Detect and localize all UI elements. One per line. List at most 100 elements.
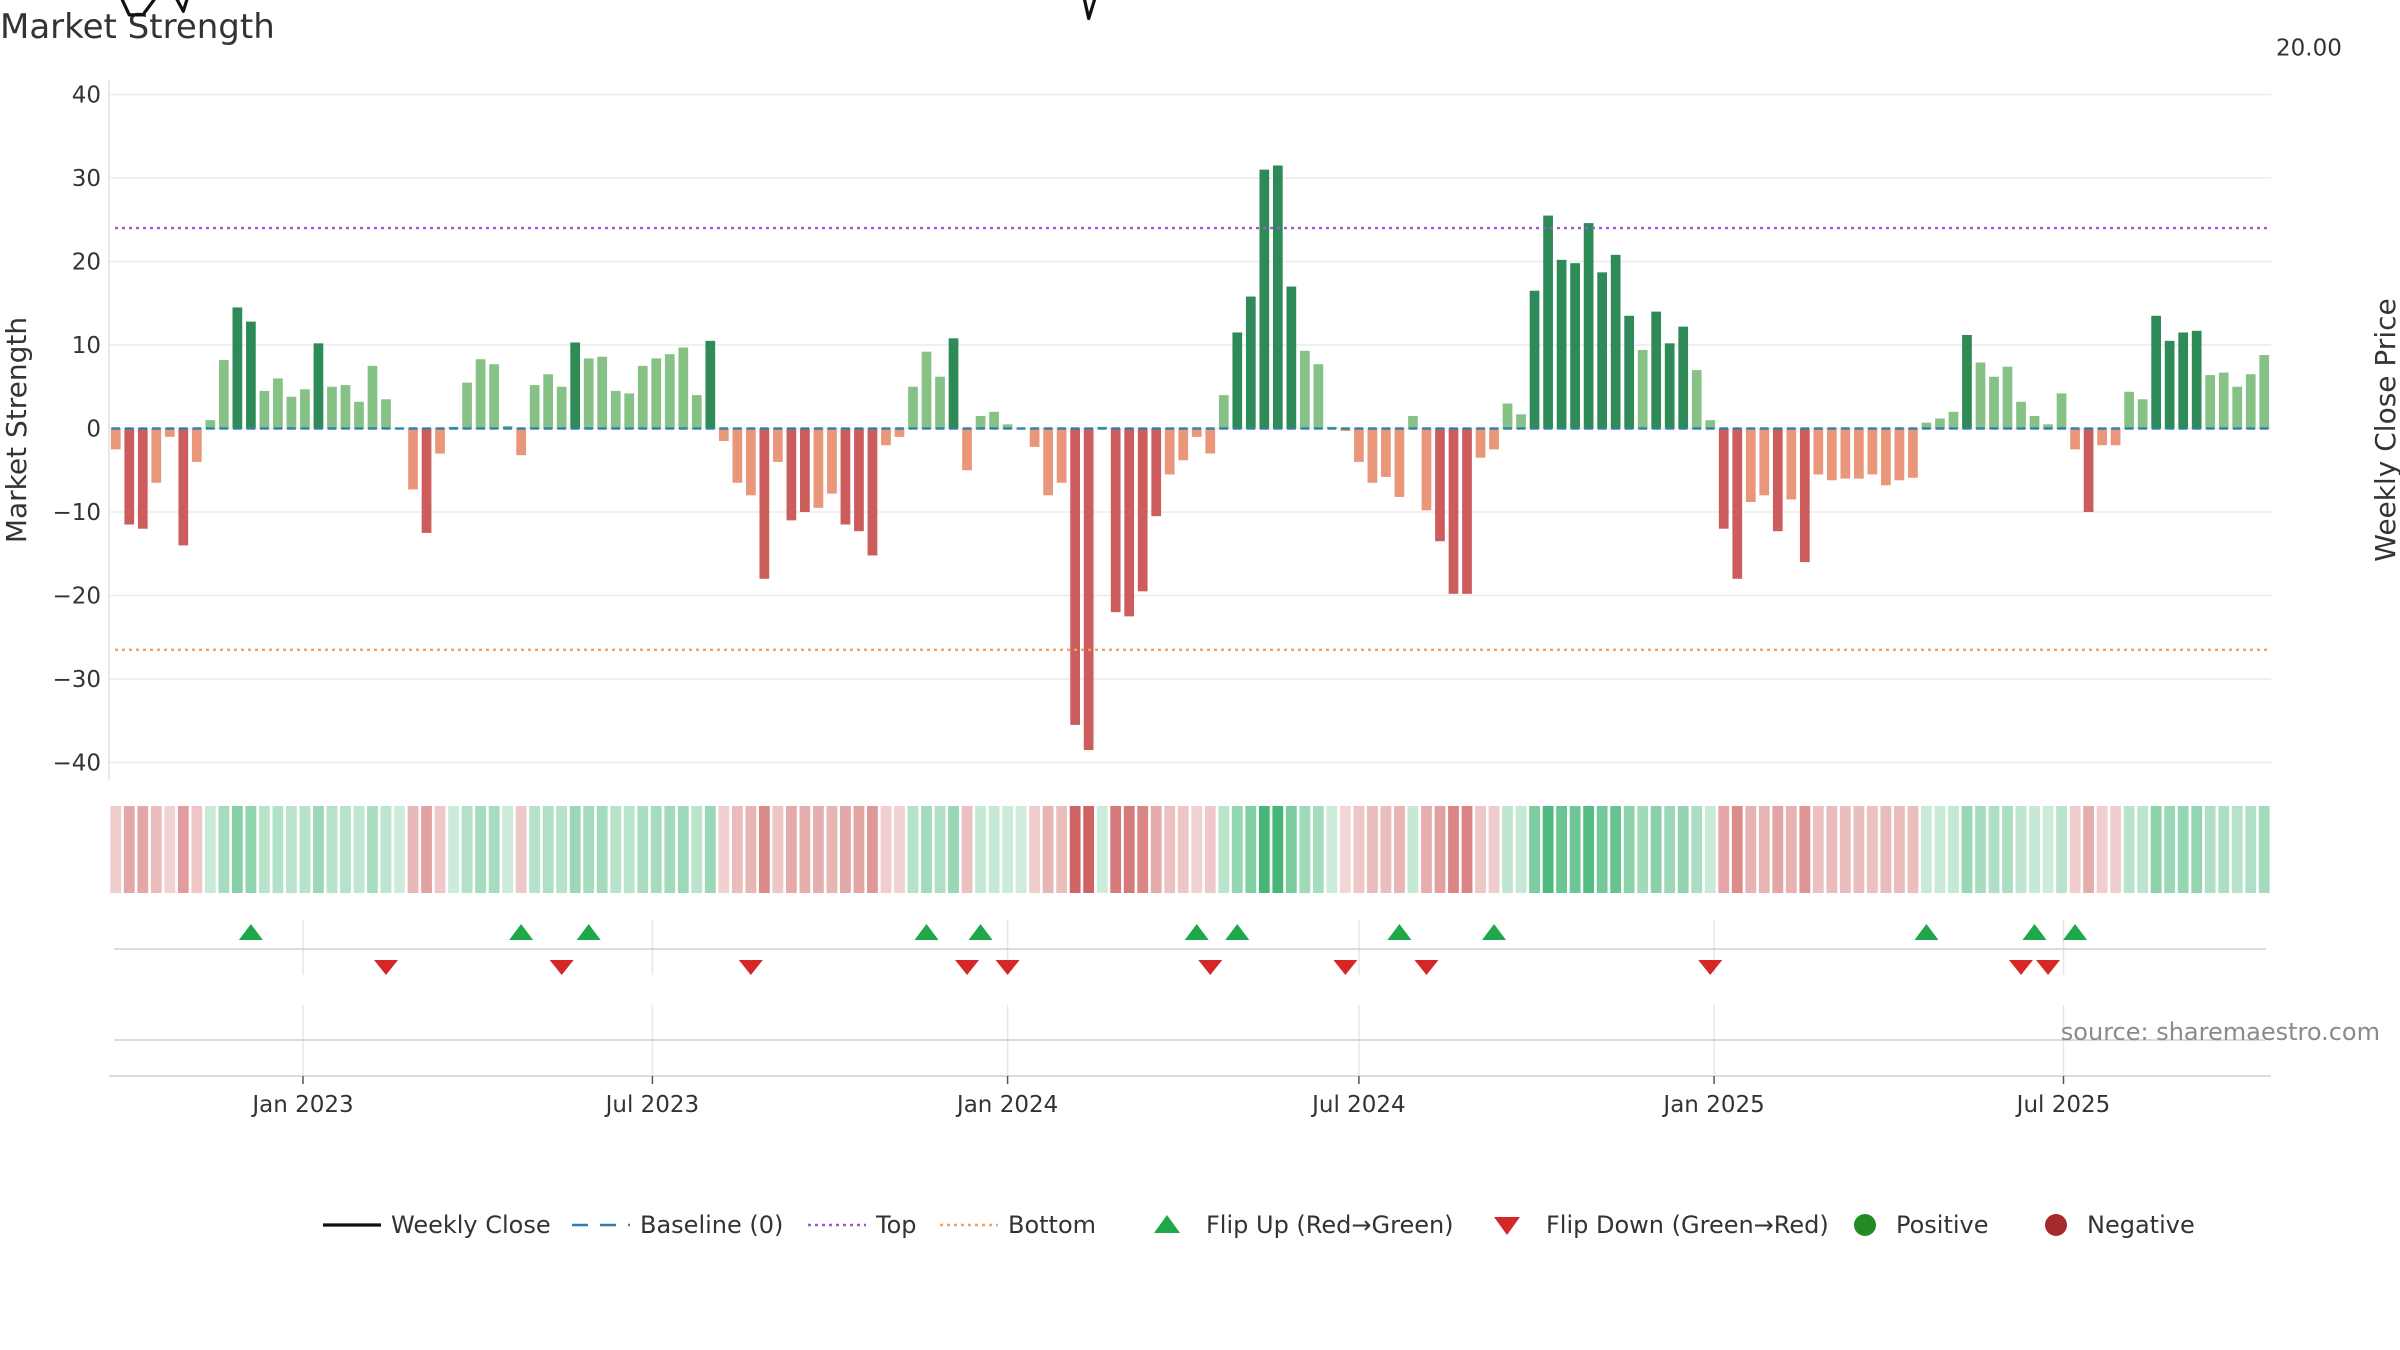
grid (108, 80, 2271, 780)
heat-cell (1137, 806, 1149, 893)
heat-cell (353, 806, 365, 893)
strength-bar (1705, 420, 1716, 429)
x-tick-label: Jan 2023 (250, 1092, 353, 1118)
heat-cell (1421, 806, 1432, 893)
strength-bar (1826, 428, 1837, 481)
strength-bar (327, 386, 337, 429)
strength-bar (1570, 263, 1580, 429)
heat-cell (948, 806, 959, 893)
strength-bar (1272, 165, 1283, 429)
heat-cell (123, 806, 135, 893)
strength-bar (1556, 259, 1567, 429)
strength-bar (1840, 428, 1851, 479)
heat-cell (286, 806, 297, 893)
x-tick-label: Jul 2025 (2015, 1092, 2111, 1118)
heat-cell (488, 806, 500, 893)
strength-bar (1002, 424, 1013, 429)
heat-cell (2083, 806, 2094, 893)
heat-cell (2096, 806, 2108, 893)
heat-cell (380, 806, 392, 893)
heat-cell (542, 806, 554, 893)
y2-tick-label: 20.00 (2276, 36, 2342, 62)
heat-cell (2110, 806, 2122, 893)
heat-cell (1056, 806, 1068, 893)
heat-cell (218, 806, 230, 893)
strength-bar (624, 393, 635, 429)
strength-bar (273, 378, 283, 429)
strength-bar (786, 428, 797, 521)
strength-bar (1286, 286, 1297, 429)
legend: Weekly Close Baseline (0) Top Bottom Flip Up… (323, 1211, 2195, 1239)
strength-bar (1637, 350, 1648, 429)
legend-item: Flip Down (Green→Red) (1494, 1211, 1829, 1239)
heat-cell (772, 806, 784, 893)
heat-cell (2069, 806, 2081, 893)
strength-bar (745, 428, 756, 496)
strength-bar (1367, 428, 1378, 483)
svg-text:Flip Down (Green→Red): Flip Down (Green→Red) (1546, 1211, 1829, 1239)
heat-cell (1934, 806, 1946, 893)
heat-cell (191, 806, 203, 893)
strength-bars (110, 165, 2270, 750)
right-axis-title: Weekly Close Price (2369, 298, 2400, 561)
heat-cell (367, 806, 378, 893)
y-tick-label: 0 (86, 417, 101, 443)
heat-cell (1826, 806, 1838, 893)
heat-cell (2164, 806, 2176, 893)
strength-bar (1354, 428, 1364, 462)
heat-cell (2177, 806, 2189, 893)
flip-down-marker (2009, 960, 2034, 975)
heat-cell (434, 806, 446, 893)
x-axis: Jan 2023 Jul 2023 Jan 2024 Jul 2024 Jan 2025… (109, 1075, 2271, 1118)
strength-bar (110, 428, 121, 450)
heat-cell (1758, 806, 1770, 893)
strength-bar (921, 351, 932, 429)
heat-cell (1123, 806, 1135, 893)
heat-cell (2191, 806, 2203, 893)
strength-bar (1232, 332, 1243, 429)
heat-cell (1704, 806, 1716, 893)
strength-bar (1624, 315, 1635, 429)
strength-bar (354, 401, 364, 429)
heat-cell (1299, 806, 1311, 893)
strength-bar (2191, 330, 2202, 429)
strength-bar (2056, 393, 2067, 429)
heat-cell (231, 806, 243, 893)
strength-bar (1772, 428, 1783, 532)
strength-bar (773, 428, 783, 462)
strength-bar (137, 428, 148, 529)
strength-bar (218, 360, 229, 429)
flip-up-marker (2022, 924, 2047, 940)
heat-cell (975, 806, 986, 893)
heat-cell (813, 806, 824, 893)
x-tick-label: Jul 2023 (604, 1092, 700, 1118)
heat-cell (1542, 806, 1554, 893)
strength-bar (340, 385, 351, 429)
heat-cell (961, 806, 973, 893)
strength-bar (894, 428, 905, 437)
heat-cell (2137, 806, 2149, 893)
weekly-close-line (120, 0, 1097, 21)
strength-bar (1989, 376, 1999, 429)
heat-cell (1339, 806, 1351, 893)
strength-bar (1151, 428, 1162, 517)
strength-bar (827, 428, 837, 494)
heat-cell (894, 806, 905, 893)
strength-bar (2110, 428, 2121, 446)
strength-bar (1975, 362, 1986, 429)
heat-cell (1110, 806, 1122, 893)
strength-bar (191, 428, 202, 462)
strength-bar (1070, 428, 1081, 725)
heat-cell (1839, 806, 1851, 893)
flip-up-marker (1184, 924, 1209, 940)
strength-bar (759, 428, 770, 579)
flip-up-marker (914, 924, 939, 940)
legend-item: Weekly Close (323, 1211, 551, 1239)
heat-cell (583, 806, 595, 893)
legend-item: Baseline (0) (572, 1211, 783, 1239)
flip-up-marker (2063, 924, 2088, 940)
strength-bar (1124, 428, 1135, 617)
heat-cell (1353, 806, 1365, 893)
heat-cell (1569, 806, 1581, 893)
strength-bar (610, 390, 621, 429)
